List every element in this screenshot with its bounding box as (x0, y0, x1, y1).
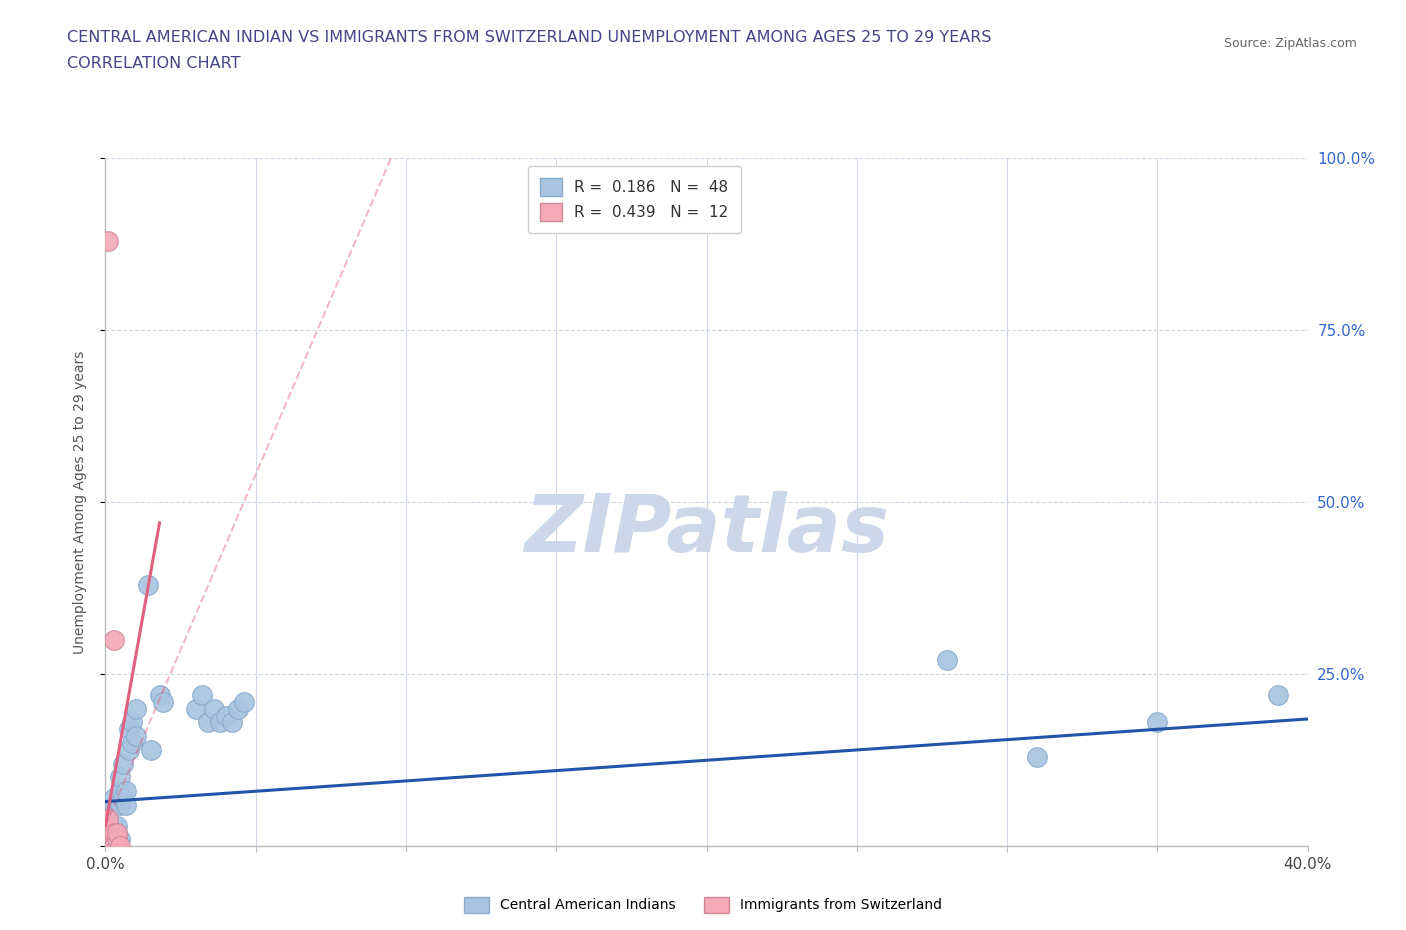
Point (97, 233, 120, 248)
Text: CENTRAL AMERICAN INDIAN VS IMMIGRANTS FROM SWITZERLAND UNEMPLOYMENT AMONG AGES 2: CENTRAL AMERICAN INDIAN VS IMMIGRANTS FR… (67, 30, 993, 45)
Point (97, 832, 120, 847)
Point (107, 832, 129, 847)
Y-axis label: Unemployment Among Ages 25 to 29 years: Unemployment Among Ages 25 to 29 years (73, 351, 87, 654)
Point (148, 687, 170, 702)
Point (124, 729, 146, 744)
Point (100, 839, 122, 854)
Text: Source: ZipAtlas.com: Source: ZipAtlas.com (1223, 37, 1357, 50)
Point (152, 695, 174, 710)
Point (103, 825, 125, 840)
Point (118, 742, 141, 757)
Point (103, 790, 125, 805)
Point (115, 798, 138, 813)
Point (139, 742, 162, 757)
Point (936, 653, 959, 668)
Point (100, 825, 122, 840)
Point (97, 825, 120, 840)
Text: CORRELATION CHART: CORRELATION CHART (67, 56, 240, 71)
Point (107, 818, 129, 833)
Point (184, 701, 207, 716)
Point (97, 818, 120, 833)
Point (1146, 715, 1168, 730)
Point (110, 832, 132, 847)
Point (110, 770, 132, 785)
Point (107, 825, 129, 840)
Legend: R =  0.186   N =  48, R =  0.439   N =  12: R = 0.186 N = 48, R = 0.439 N = 12 (529, 166, 741, 233)
Point (103, 839, 125, 854)
Point (107, 825, 129, 840)
Point (100, 832, 122, 847)
Point (115, 784, 138, 799)
Point (100, 839, 122, 854)
Point (232, 695, 254, 710)
Point (100, 832, 122, 847)
Point (136, 578, 159, 592)
Point (208, 715, 231, 730)
Point (221, 715, 243, 730)
Point (110, 839, 132, 854)
Point (97, 811, 120, 826)
Point (121, 715, 143, 730)
Point (103, 798, 125, 813)
Point (1267, 687, 1289, 702)
Legend: Central American Indians, Immigrants from Switzerland: Central American Indians, Immigrants fro… (458, 891, 948, 919)
Point (112, 756, 135, 771)
Text: ZIPatlas: ZIPatlas (524, 491, 889, 569)
Point (110, 798, 132, 813)
Point (118, 722, 141, 737)
Point (226, 701, 249, 716)
Point (97, 839, 120, 854)
Point (97, 811, 120, 826)
Point (112, 790, 135, 805)
Point (100, 818, 122, 833)
Point (121, 736, 143, 751)
Point (1026, 750, 1049, 764)
Point (197, 715, 219, 730)
Point (190, 687, 212, 702)
Point (103, 832, 125, 847)
Point (103, 825, 125, 840)
Point (97, 818, 120, 833)
Point (107, 832, 129, 847)
Point (124, 701, 146, 716)
Point (107, 839, 129, 854)
Point (202, 701, 225, 716)
Point (214, 708, 236, 723)
Point (103, 839, 125, 854)
Point (110, 784, 132, 799)
Point (103, 632, 125, 647)
